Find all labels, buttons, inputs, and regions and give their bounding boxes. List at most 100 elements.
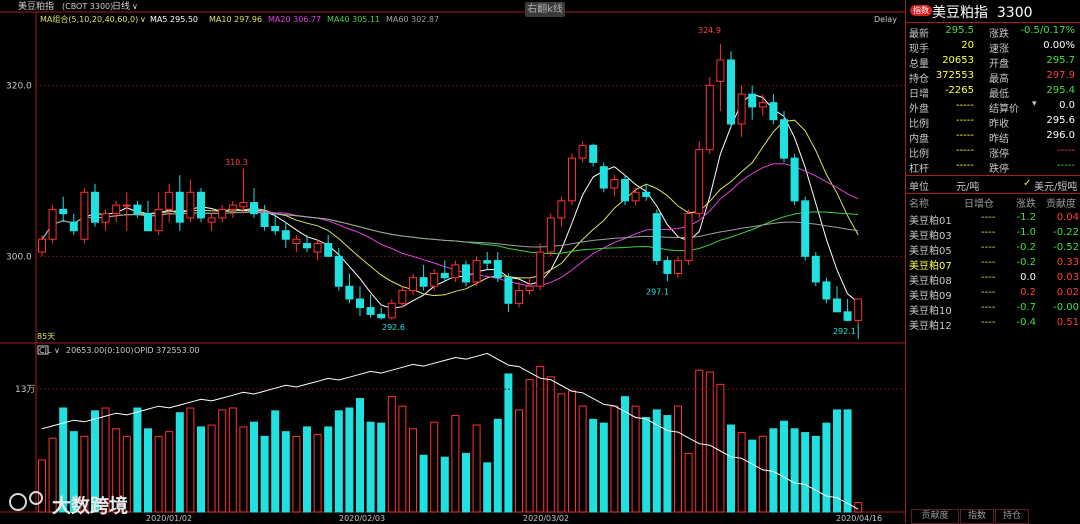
quote-value: -0.5/0.17% [1020,25,1075,36]
volume-bar [377,422,386,513]
date-label: 2020/01/02 [146,514,192,523]
contract-row[interactable]: 美豆粕07 ---- -0.2 0.33 [906,256,1080,272]
quote-value: ----- [955,115,974,126]
contract-chg: -0.2 [1016,257,1036,268]
tab-contribution[interactable]: 贡献度 [911,509,959,524]
volume-bar [440,456,449,513]
quote-label: 持仓 [909,74,929,85]
quote-value: 295.4 [1046,85,1075,96]
tab-kline[interactable]: 右翻k线 [525,2,565,17]
contract-inc: ---- [981,242,996,253]
contract-inc: ---- [981,287,996,298]
candle [631,191,640,202]
price-tick-label: 320.0 [6,82,32,92]
quote-row: 内盘 ----- 昨结 296.0 [906,129,1080,145]
candle [271,225,280,232]
tab-position[interactable]: 持仓 [995,509,1029,524]
volume-bar [69,431,78,513]
quote-label: 现手 [909,44,929,55]
volume-bar [642,416,651,513]
candle [737,93,746,125]
unit-option-yuan[interactable]: 元/吨 [956,182,980,193]
candle [409,277,417,291]
quote-label: 比例 [909,119,929,130]
contract-contrib: 0.33 [1056,257,1079,268]
volume-bar [334,410,343,513]
col-chg[interactable]: 涨跌 [1016,199,1036,210]
chevron-down-icon[interactable]: ∨ [132,2,138,11]
dropdown-icon[interactable]: ▾ [1032,99,1037,109]
contract-row[interactable]: 美豆粕09 ---- 0.2 0.02 [906,286,1080,302]
quote-label: 结算价 [989,104,1019,115]
volume-bar [122,435,131,513]
contract-row[interactable]: 美豆粕08 ---- 0.0 0.03 [906,271,1080,287]
contract-row[interactable]: 美豆粕12 ---- -0.4 0.51 [906,316,1080,332]
index-badge: 指数 [910,5,932,16]
candle [451,264,460,279]
candle [91,191,99,223]
contract-row[interactable]: 美豆粕01 ---- -1.2 0.04 [906,211,1080,227]
quote-value: ----- [1056,145,1075,156]
candle [780,119,788,159]
contract-row[interactable]: 美豆粕10 ---- -0.7 -0.00 [906,301,1080,317]
contract-name: 美豆粕03 [909,231,952,242]
candle [801,200,810,257]
volume-bar [239,426,248,513]
candle [568,157,576,202]
quote-row: 比例 ----- 涨停 ----- [906,144,1080,160]
volume-bar [578,405,587,513]
col-name[interactable]: 名称 [909,199,929,210]
quote-row: 日增 -2265 最低 295.4 [906,84,1080,100]
volume-bar [281,431,290,513]
volume-tick-label: 13万 [15,385,35,395]
candle [843,311,852,321]
contract-name: 美豆粕09 [909,291,952,302]
contract-row[interactable]: 美豆粕05 ---- -0.2 -0.52 [906,241,1080,257]
candle [462,264,470,283]
candle [557,200,566,219]
candle [48,208,57,240]
candle [589,144,598,163]
volume-bar [780,420,788,513]
quote-label: 涨停 [989,149,1009,160]
quote-value: -2265 [944,85,974,96]
volume-bar [324,426,333,513]
candle [197,191,205,219]
quote-label: 最新 [909,29,929,40]
tab-index[interactable]: 指数 [960,509,994,524]
contract-row[interactable]: 美豆粕03 ---- -1.0 -0.22 [906,226,1080,242]
candle [398,289,407,304]
volume-bar [801,432,810,513]
candle [207,217,216,223]
cjl-box[interactable] [37,345,49,355]
contract-inc: ---- [981,272,996,283]
chevron-down-icon[interactable]: ∨ [54,346,60,355]
volume-bar [207,424,216,513]
ma60-line [41,211,859,248]
annotation-high: 310.3 [225,158,248,167]
candle [515,289,523,304]
contract-chg: -0.7 [1016,302,1036,313]
volume-bar [313,433,322,513]
bars-count: 85天 [37,332,55,341]
volume-bar [684,452,693,513]
volume-bar [228,407,237,513]
opid-line [41,352,859,510]
unit-option-usd[interactable]: 美元/短吨 [1034,182,1078,193]
col-contrib[interactable]: 贡献度 [1046,199,1076,210]
volume-bar [38,459,46,513]
contract-chg: 0.0 [1020,272,1036,283]
chevron-down-icon[interactable]: ∨ [140,15,146,24]
col-inc[interactable]: 日增仓 [964,199,994,210]
annotation-high: 324.9 [698,26,721,35]
contract-inc: ---- [981,257,996,268]
date-label: 2020/04/16 [836,514,882,523]
contract-chg: -0.2 [1016,242,1036,253]
quote-value: 295.7 [1046,55,1075,66]
candle [175,191,184,223]
volume-bar [769,428,778,513]
price-tick-label: 300.0 [6,252,32,262]
quote-label: 日增 [909,89,929,100]
candle [483,260,492,264]
